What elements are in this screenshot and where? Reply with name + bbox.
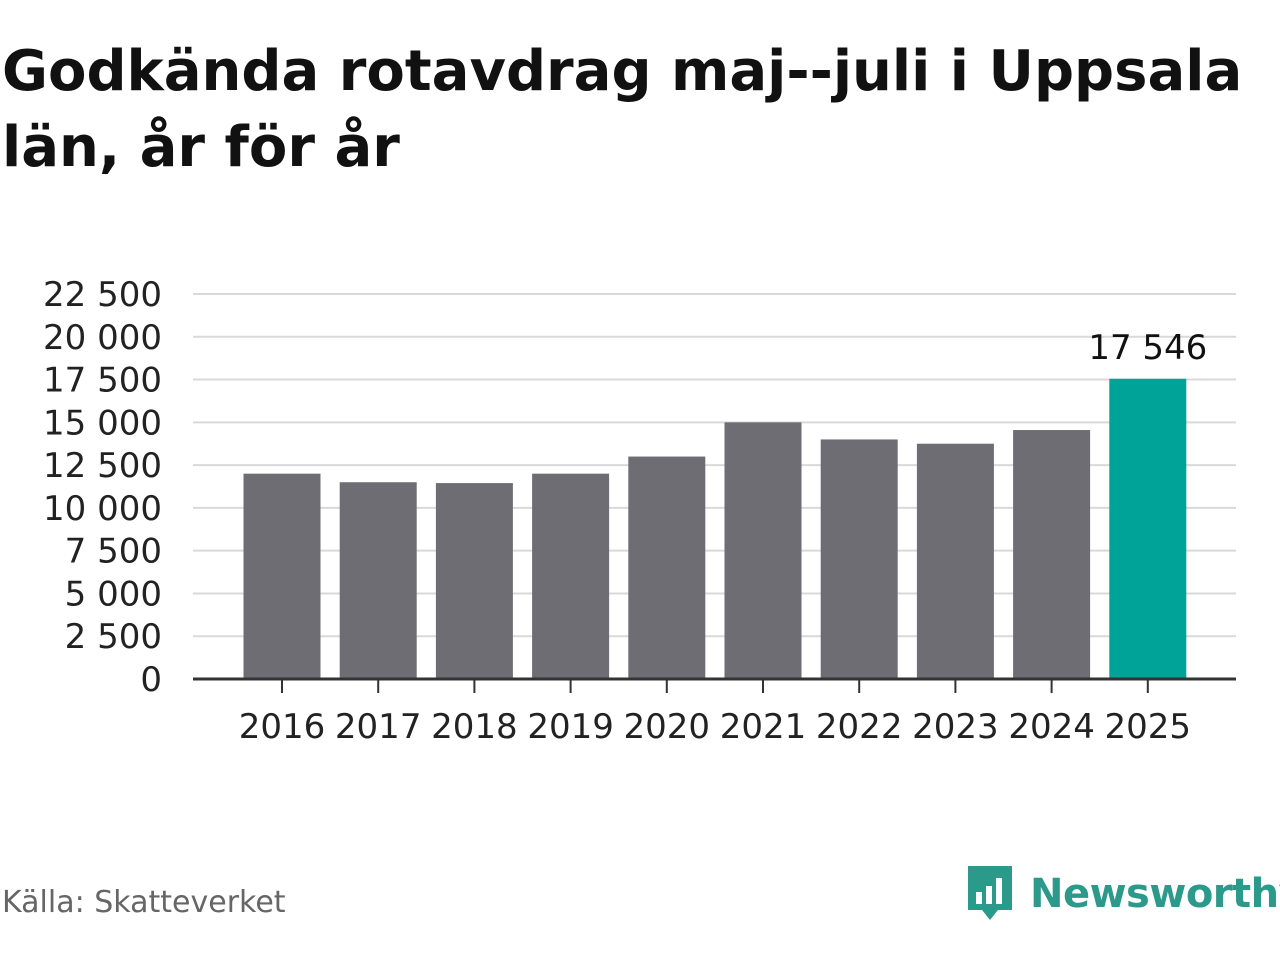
y-tick-label: 7 500 bbox=[65, 532, 162, 572]
x-tick-label: 2025 bbox=[1105, 707, 1192, 747]
x-tick-label: 2019 bbox=[527, 707, 614, 747]
bar-2023 bbox=[916, 443, 994, 679]
brand-logo: Newsworthy bbox=[964, 864, 1280, 924]
y-tick-label: 5 000 bbox=[65, 574, 162, 614]
newsworthy-logo-icon bbox=[968, 866, 1012, 920]
y-tick-label: 12 500 bbox=[43, 446, 162, 486]
bar-2017 bbox=[339, 482, 417, 679]
source-note: Källa: Skatteverket bbox=[2, 885, 286, 920]
x-tick-label: 2022 bbox=[816, 707, 903, 747]
brand-name: Newsworthy bbox=[1030, 871, 1280, 917]
y-tick-label: 2 500 bbox=[65, 617, 162, 657]
y-tick-label: 20 000 bbox=[43, 318, 162, 358]
bar-2018 bbox=[435, 483, 513, 679]
x-tick-label: 2021 bbox=[720, 707, 807, 747]
y-tick-label: 10 000 bbox=[43, 489, 162, 529]
y-tick-label: 22 500 bbox=[43, 275, 162, 315]
x-tick-label: 2020 bbox=[624, 707, 711, 747]
bar-2025 bbox=[1109, 378, 1187, 679]
data-labels: 17 546 bbox=[1088, 328, 1207, 368]
x-tick-label: 2023 bbox=[912, 707, 999, 747]
x-axis: 2016 2017 2018 2019 2020 2021 2022 2023 2024 2025 bbox=[193, 677, 1236, 747]
y-tick-label: 15 000 bbox=[43, 403, 162, 443]
bar-2016 bbox=[243, 473, 321, 679]
x-tick-label: 2018 bbox=[431, 707, 518, 747]
y-tick-label: 0 bbox=[140, 660, 162, 700]
bar-2024 bbox=[1013, 430, 1091, 679]
data-label: 17 546 bbox=[1088, 328, 1207, 368]
bar-2022 bbox=[820, 439, 898, 679]
bars bbox=[243, 378, 1187, 679]
chart-title: Godkända rotavdrag maj--juli i Uppsala l… bbox=[2, 39, 1243, 180]
x-tick-label: 2016 bbox=[239, 707, 326, 747]
bar-2019 bbox=[532, 473, 610, 679]
bar-2020 bbox=[628, 456, 706, 679]
bar-2021 bbox=[724, 422, 802, 679]
y-tick-label: 17 500 bbox=[43, 361, 162, 401]
x-tick-label: 2017 bbox=[335, 707, 422, 747]
x-tick-label: 2024 bbox=[1008, 707, 1095, 747]
